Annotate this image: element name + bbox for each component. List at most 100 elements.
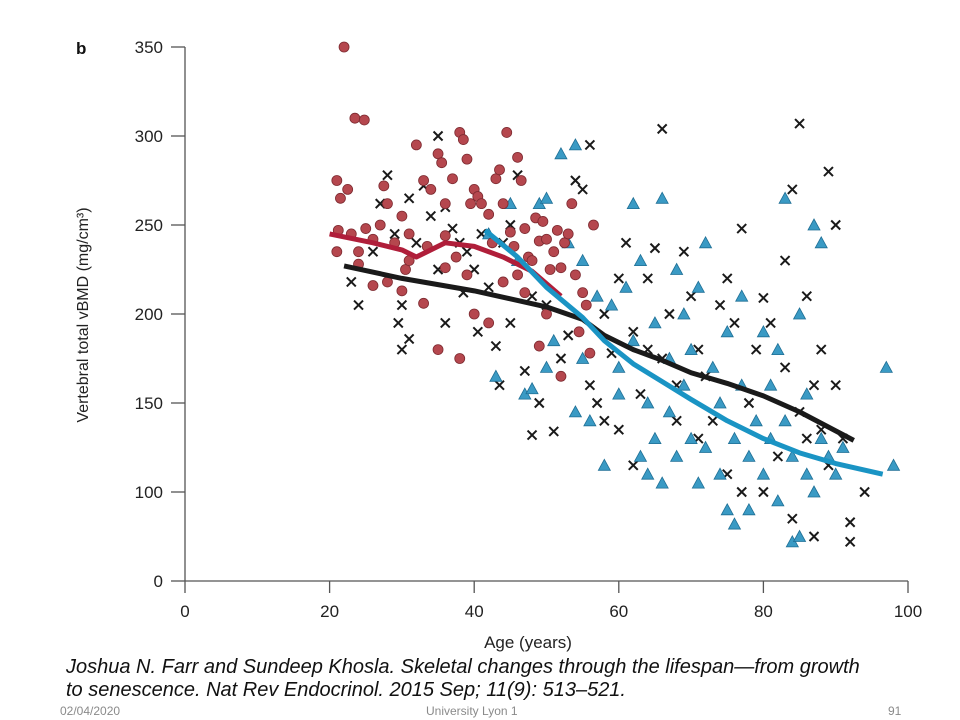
- triangle-point: [691, 476, 706, 489]
- circle-point: [533, 340, 545, 352]
- circle-point: [570, 269, 581, 281]
- triangle-point: [648, 431, 662, 445]
- cross-point: [620, 237, 632, 249]
- triangle-point: [677, 307, 691, 320]
- triangle-point: [619, 280, 633, 293]
- circle-point: [501, 127, 513, 138]
- cross-point: [613, 273, 625, 284]
- cross-point: [440, 317, 451, 329]
- cross-point: [555, 353, 567, 364]
- cross-point: [461, 246, 473, 257]
- circle-point: [541, 233, 552, 245]
- triangle-point: [807, 218, 821, 231]
- cross-point: [577, 184, 588, 195]
- triangle-point: [800, 467, 814, 480]
- cross-point: [750, 344, 762, 355]
- y-tick-label: 250: [135, 216, 163, 235]
- triangle-point: [641, 467, 655, 480]
- triangle-point: [886, 458, 901, 471]
- cross-point: [403, 333, 415, 345]
- triangle-point: [626, 333, 640, 347]
- cross-point: [664, 308, 675, 320]
- triangle-point: [539, 360, 554, 373]
- circle-point: [439, 262, 451, 274]
- cross-point: [794, 118, 805, 129]
- cross-point: [714, 299, 726, 311]
- cross-point: [534, 397, 545, 409]
- cross-point: [599, 415, 610, 427]
- triangle-point: [749, 413, 763, 427]
- circle-point: [331, 175, 343, 186]
- cross-point: [808, 379, 820, 391]
- circle-point: [338, 41, 350, 53]
- citation-line-1: Joshua N. Farr and Sundeep Khosla. Skele…: [66, 656, 860, 678]
- red-trend-line: [329, 231, 563, 299]
- triangle-point: [554, 146, 568, 160]
- triangle-point: [626, 196, 640, 210]
- cross-point: [519, 365, 531, 377]
- triangle-point: [525, 381, 539, 395]
- cross-point: [382, 169, 393, 181]
- circle-point: [483, 208, 495, 220]
- cross-point: [823, 166, 834, 177]
- circle-point: [476, 198, 487, 210]
- black-trend-line: [343, 263, 855, 443]
- cross-point: [729, 317, 740, 329]
- triangle-point: [489, 369, 503, 382]
- circle-point: [331, 246, 343, 258]
- triangle-point: [575, 253, 590, 267]
- cross-point: [562, 330, 574, 341]
- cross-point: [591, 397, 603, 409]
- circle-point: [403, 228, 415, 240]
- triangle-point: [742, 449, 756, 462]
- triangle-point: [720, 502, 734, 516]
- triangle-point: [698, 235, 713, 249]
- circle-point: [432, 344, 444, 356]
- triangle-point: [648, 316, 662, 329]
- triangle-point: [836, 440, 850, 453]
- circle-point: [461, 269, 473, 281]
- cross-point: [859, 486, 870, 498]
- cross-point: [801, 290, 812, 302]
- triangle-point: [792, 529, 807, 542]
- circle-point: [382, 198, 393, 210]
- circle-point: [504, 226, 516, 238]
- circle-point: [396, 210, 408, 222]
- circle-point: [573, 326, 585, 338]
- blue-trend-line: [483, 228, 884, 477]
- circle-point: [465, 198, 476, 210]
- cross-point: [830, 379, 841, 391]
- triangle-point: [633, 253, 648, 267]
- cross-point: [772, 451, 784, 462]
- triangle-point: [698, 440, 713, 453]
- triangle-point: [829, 467, 843, 480]
- cross-point: [570, 175, 581, 186]
- triangle-point: [539, 191, 554, 204]
- triangle-point: [662, 405, 677, 418]
- x-tick-label: 80: [754, 602, 773, 621]
- data-points: [331, 41, 901, 548]
- triangle-point: [727, 517, 742, 530]
- cross-point: [808, 531, 820, 542]
- x-tick-label: 20: [320, 602, 339, 621]
- cross-point: [844, 517, 856, 528]
- triangle-point: [612, 387, 626, 400]
- triangle-point: [727, 431, 742, 445]
- circle-point: [584, 347, 596, 359]
- circle-point: [450, 251, 462, 263]
- cross-point: [816, 344, 827, 355]
- circle-point: [447, 173, 458, 185]
- circle-point: [512, 151, 523, 163]
- cross-point: [707, 415, 718, 427]
- circle-point: [468, 308, 480, 320]
- cross-point: [599, 308, 610, 320]
- triangle-point: [590, 289, 604, 302]
- circle-point: [494, 164, 505, 176]
- y-tick-label: 200: [135, 305, 163, 324]
- circle-point: [400, 264, 411, 275]
- triangle-point: [684, 342, 698, 356]
- y-tick-label: 350: [135, 38, 163, 57]
- circle-point: [461, 153, 473, 165]
- cross-point: [505, 317, 516, 329]
